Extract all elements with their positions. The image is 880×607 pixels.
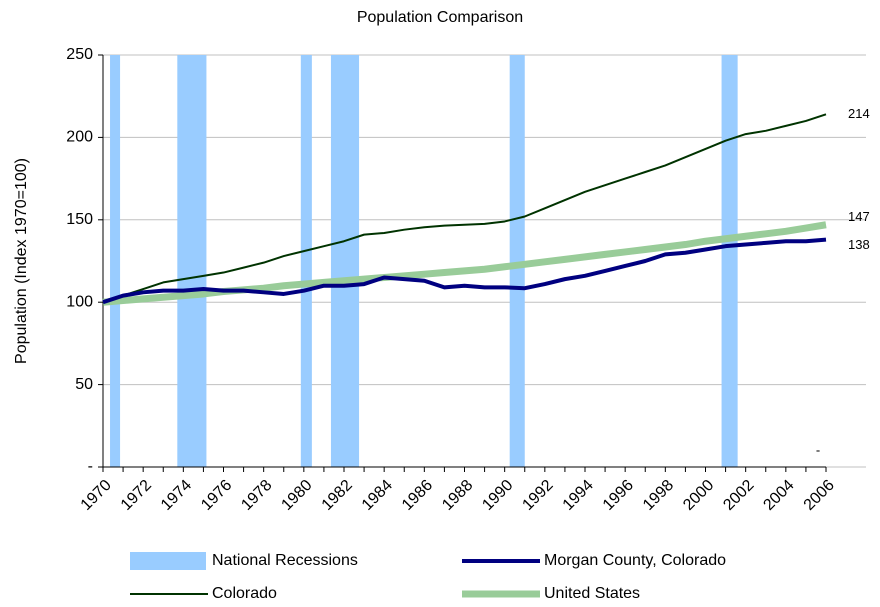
annotation: -: [816, 442, 820, 457]
y-tick-label: 250: [66, 46, 93, 63]
x-tick-label: 1998: [640, 477, 677, 514]
x-tick-label: 1996: [600, 477, 637, 514]
legend-label: Colorado: [212, 585, 277, 602]
x-tick-label: 1994: [560, 477, 597, 514]
recession-band: [330, 55, 360, 467]
legend-label: Morgan County, Colorado: [544, 552, 726, 569]
recession-band: [110, 55, 121, 467]
x-tick-label: 1976: [198, 477, 235, 514]
y-tick-label: 50: [75, 376, 93, 393]
legend-label: National Recessions: [212, 552, 358, 569]
x-tick-label: 1980: [278, 477, 315, 514]
x-tick-label: 1984: [359, 477, 396, 514]
chart-title: Population Comparison: [357, 9, 523, 26]
x-tick-label: 2000: [680, 477, 717, 514]
legend-label: United States: [544, 585, 640, 602]
x-tick-label: 1972: [118, 477, 155, 514]
plot-area: [103, 55, 866, 467]
y-tick-label: -: [88, 458, 93, 475]
x-tick-label: 1970: [78, 477, 115, 514]
y-tick-label: 150: [66, 211, 93, 228]
x-tick-label: 1982: [319, 477, 356, 514]
y-tick-label: 200: [66, 129, 93, 146]
x-tick-label: 1978: [238, 477, 275, 514]
series-line: [102, 113, 827, 304]
x-tick-label: 1986: [399, 477, 436, 514]
series-line: [102, 237, 827, 305]
end-label: 147: [848, 209, 870, 224]
end-label: 138: [848, 237, 870, 252]
x-tick-label: 1992: [519, 477, 556, 514]
recession-band: [300, 55, 312, 467]
recession-band: [509, 55, 525, 467]
end-label: 214: [848, 106, 870, 121]
y-tick-label: 100: [66, 293, 93, 310]
x-tick-label: 2006: [801, 477, 838, 514]
recession-band: [177, 55, 207, 467]
recession-band: [721, 55, 738, 467]
x-tick-label: 2002: [720, 477, 757, 514]
x-tick-label: 1990: [479, 477, 516, 514]
legend-swatch: [130, 552, 206, 570]
x-tick-label: 1988: [439, 477, 476, 514]
x-tick-label: 2004: [760, 477, 797, 514]
x-tick-label: 1974: [158, 477, 195, 514]
y-axis-title: Population (Index 1970=100): [13, 158, 30, 364]
